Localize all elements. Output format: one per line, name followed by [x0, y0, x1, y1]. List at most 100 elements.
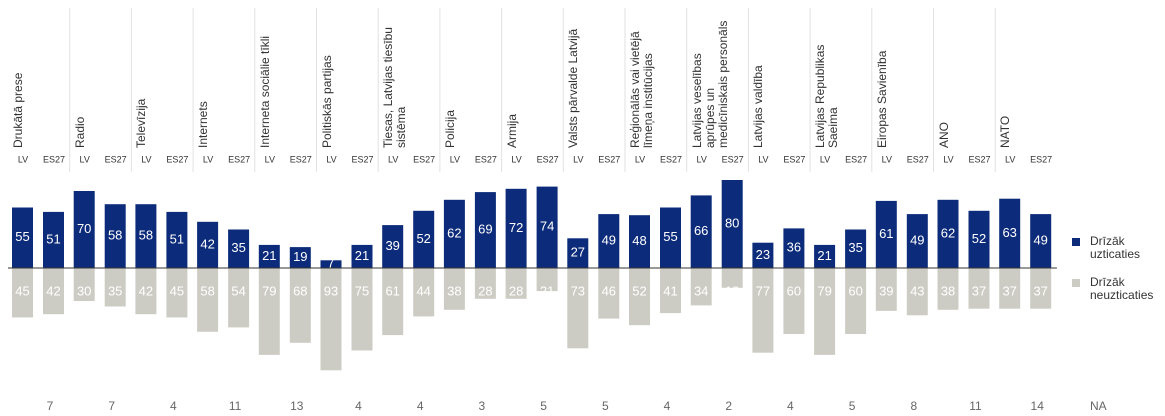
legend-swatch: [1072, 279, 1080, 287]
subgroup-label: ES27: [907, 154, 929, 164]
bar: [875, 200, 897, 268]
bar: [937, 199, 959, 268]
subgroup-label: ES27: [228, 154, 250, 164]
bar: [906, 214, 928, 268]
subgroup-label: ES27: [722, 154, 744, 164]
data-label: 75: [355, 283, 369, 298]
subgroup-label: ES27: [166, 154, 188, 164]
na-value: 5: [540, 399, 547, 413]
na-value: 4: [355, 399, 362, 413]
na-value: 3: [479, 399, 486, 413]
bar: [43, 211, 64, 268]
data-label: 68: [293, 283, 307, 298]
na-value: 4: [664, 399, 671, 413]
data-label: 58: [139, 228, 153, 243]
data-label: 38: [447, 283, 461, 298]
subgroup-label: ES27: [783, 154, 805, 164]
data-label: 52: [632, 283, 646, 298]
subgroup-label: LV: [635, 154, 645, 164]
category-label: Interneta sociālie tīkli: [257, 35, 272, 148]
data-label: 37: [1002, 283, 1016, 298]
subgroup-label: LV: [943, 154, 953, 164]
subgroup-label: ES27: [660, 154, 682, 164]
na-value: 7: [108, 399, 115, 413]
category-label: Policija: [442, 109, 457, 148]
bar: [906, 268, 928, 316]
subgroup-label: ES27: [537, 154, 559, 164]
data-label: 49: [1033, 232, 1047, 247]
data-label: 77: [756, 283, 770, 298]
subgroup-label: LV: [265, 154, 275, 164]
bar: [351, 244, 373, 268]
bar: [660, 268, 681, 314]
data-label: 52: [972, 231, 986, 246]
subgroup-label: ES27: [968, 154, 990, 164]
subgroup-label: LV: [80, 154, 90, 164]
bar: [474, 192, 496, 268]
bar: [73, 268, 95, 301]
data-label: 66: [694, 223, 708, 238]
data-label: 48: [632, 233, 646, 248]
bar: [814, 268, 836, 355]
na-value: 4: [787, 399, 794, 413]
data-label: 35: [108, 283, 122, 298]
data-label: 52: [416, 231, 430, 246]
data-label: 41: [663, 283, 677, 298]
data-label: 42: [200, 236, 214, 251]
data-label: 27: [571, 245, 585, 260]
bar: [228, 268, 250, 328]
na-value: 4: [417, 399, 424, 413]
bar: [289, 268, 311, 343]
bar: [690, 268, 712, 306]
bar: [752, 268, 774, 353]
bar: [505, 188, 527, 268]
data-label: 35: [848, 240, 862, 255]
na-value: 5: [849, 399, 856, 413]
data-label: 79: [262, 283, 276, 298]
bar: [43, 268, 64, 315]
data-label: 55: [15, 229, 29, 244]
bar: [845, 268, 867, 334]
data-label: 60: [848, 283, 862, 298]
bar: [474, 268, 496, 299]
data-label: 60: [787, 283, 801, 298]
subgroup-label: LV: [820, 154, 830, 164]
bar: [382, 268, 404, 336]
bar: [660, 207, 681, 268]
bar: [413, 210, 435, 268]
bar: [814, 244, 836, 268]
category-label: Drukātā prese: [11, 72, 25, 148]
bar: [258, 244, 280, 268]
bar: [505, 268, 527, 299]
na-value: 5: [602, 399, 609, 413]
bar: [752, 242, 774, 268]
data-label: 62: [447, 225, 461, 240]
bar: [73, 191, 95, 268]
bar: [937, 268, 959, 310]
data-label: 93: [324, 283, 338, 298]
subgroup-label: LV: [388, 154, 398, 164]
subgroup-label: LV: [18, 154, 28, 164]
data-label: 23: [756, 247, 770, 262]
data-label: 37: [972, 283, 986, 298]
bar: [783, 228, 805, 268]
subgroup-label: ES27: [351, 154, 373, 164]
subgroup-label: ES27: [105, 154, 127, 164]
category-label: Eiropas Savienība: [874, 50, 889, 148]
bar: [999, 268, 1021, 309]
data-label: 70: [77, 221, 91, 236]
data-label: 51: [170, 231, 184, 246]
bar: [135, 268, 157, 315]
bar: [598, 214, 620, 268]
bar: [289, 247, 311, 268]
data-label: 30: [77, 283, 91, 298]
data-label: 58: [108, 228, 122, 243]
bar: [228, 229, 250, 268]
category-label: NATO: [998, 115, 1013, 148]
na-value: 11: [969, 399, 982, 413]
subgroup-label: ES27: [475, 154, 497, 164]
bar: [721, 268, 743, 288]
category-label: Politiskās partijas: [319, 55, 334, 148]
data-label: 37: [1033, 283, 1047, 298]
